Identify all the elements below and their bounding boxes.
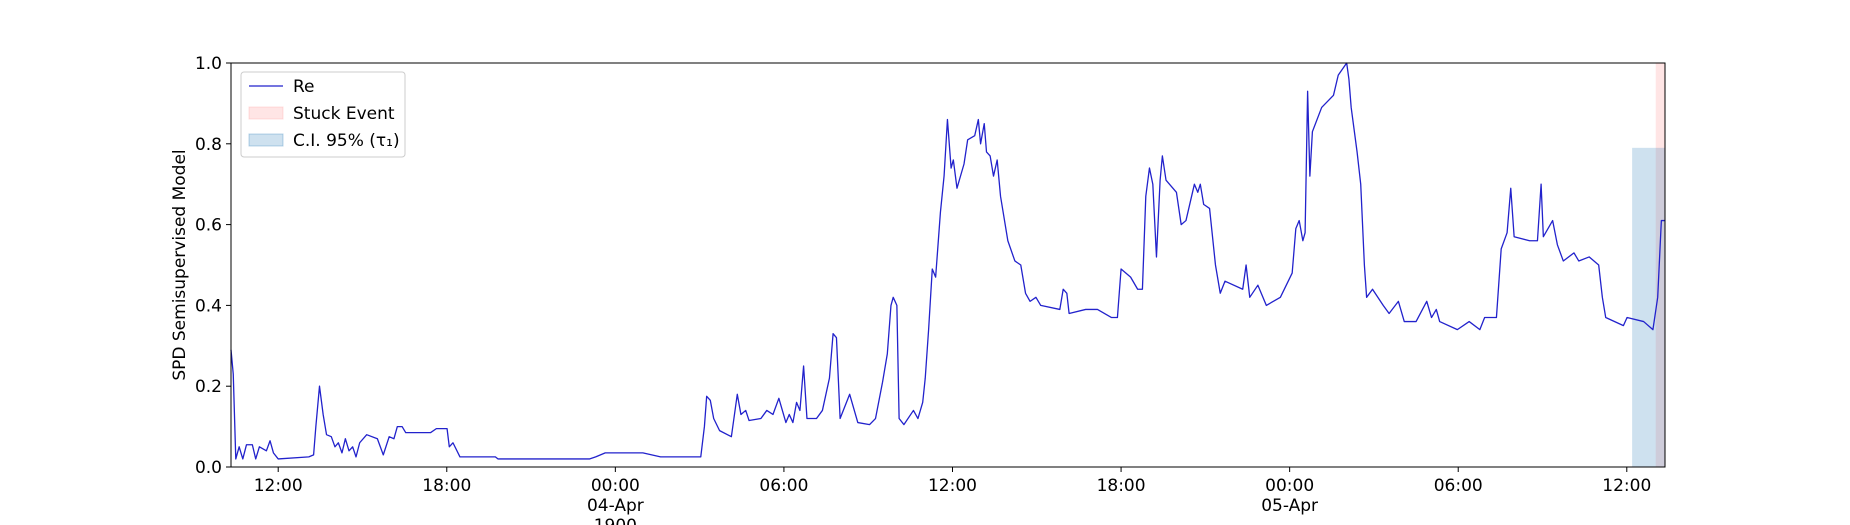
span bbox=[1632, 147, 1665, 467]
legend-label: C.I. 95% (τ₁) bbox=[293, 131, 400, 151]
legend-swatch bbox=[248, 106, 284, 120]
x-tick-label-line: 18:00 bbox=[1097, 476, 1146, 496]
span bbox=[1655, 63, 1665, 467]
y-tick-label: 0.4 bbox=[195, 296, 222, 316]
x-tick-label-line: 00:00 bbox=[591, 476, 640, 496]
x-tick-label: 06:00 bbox=[1434, 476, 1483, 496]
plot-frame bbox=[230, 62, 1666, 468]
x-tick-label-line: 06:00 bbox=[759, 476, 808, 496]
x-tick-label-line: 12:00 bbox=[1602, 476, 1651, 496]
x-tick-label: 00:00 05-Apr bbox=[1261, 476, 1318, 516]
x-tick-label: 18:00 bbox=[1097, 476, 1146, 496]
y-tick-label: 1.0 bbox=[195, 54, 222, 74]
y-tick-label: 0.2 bbox=[195, 377, 222, 397]
legend-swatch bbox=[248, 133, 284, 147]
x-tick-label: 12:00 bbox=[928, 476, 977, 496]
y-axis-label: SPD Semisupervised Model bbox=[170, 149, 190, 380]
y-tick-label: 0.0 bbox=[195, 458, 222, 478]
y-tick-label: 0.8 bbox=[195, 135, 222, 155]
x-tick-label-line: 06:00 bbox=[1434, 476, 1483, 496]
x-tick-label-line: 1900 bbox=[594, 516, 637, 525]
legend-label: Re bbox=[293, 77, 315, 97]
x-tick-label: 12:00 bbox=[1602, 476, 1651, 496]
x-tick-label-line: 04-Apr bbox=[587, 496, 644, 516]
x-tick-label-line: 12:00 bbox=[928, 476, 977, 496]
y-tick-label: 0.6 bbox=[195, 216, 222, 236]
legend-box bbox=[240, 71, 406, 158]
x-tick-label: 12:00 bbox=[254, 476, 303, 496]
x-tick-label-line: 18:00 bbox=[422, 476, 471, 496]
x-tick-label-line: 12:00 bbox=[254, 476, 303, 496]
data-line bbox=[230, 62, 1665, 460]
legend-label: Stuck Event bbox=[293, 104, 395, 124]
x-tick-label-line: 00:00 bbox=[1265, 476, 1314, 496]
x-tick-label: 18:00 bbox=[422, 476, 471, 496]
x-tick-label-line: 05-Apr bbox=[1261, 496, 1318, 516]
x-tick-label: 06:00 bbox=[759, 476, 808, 496]
